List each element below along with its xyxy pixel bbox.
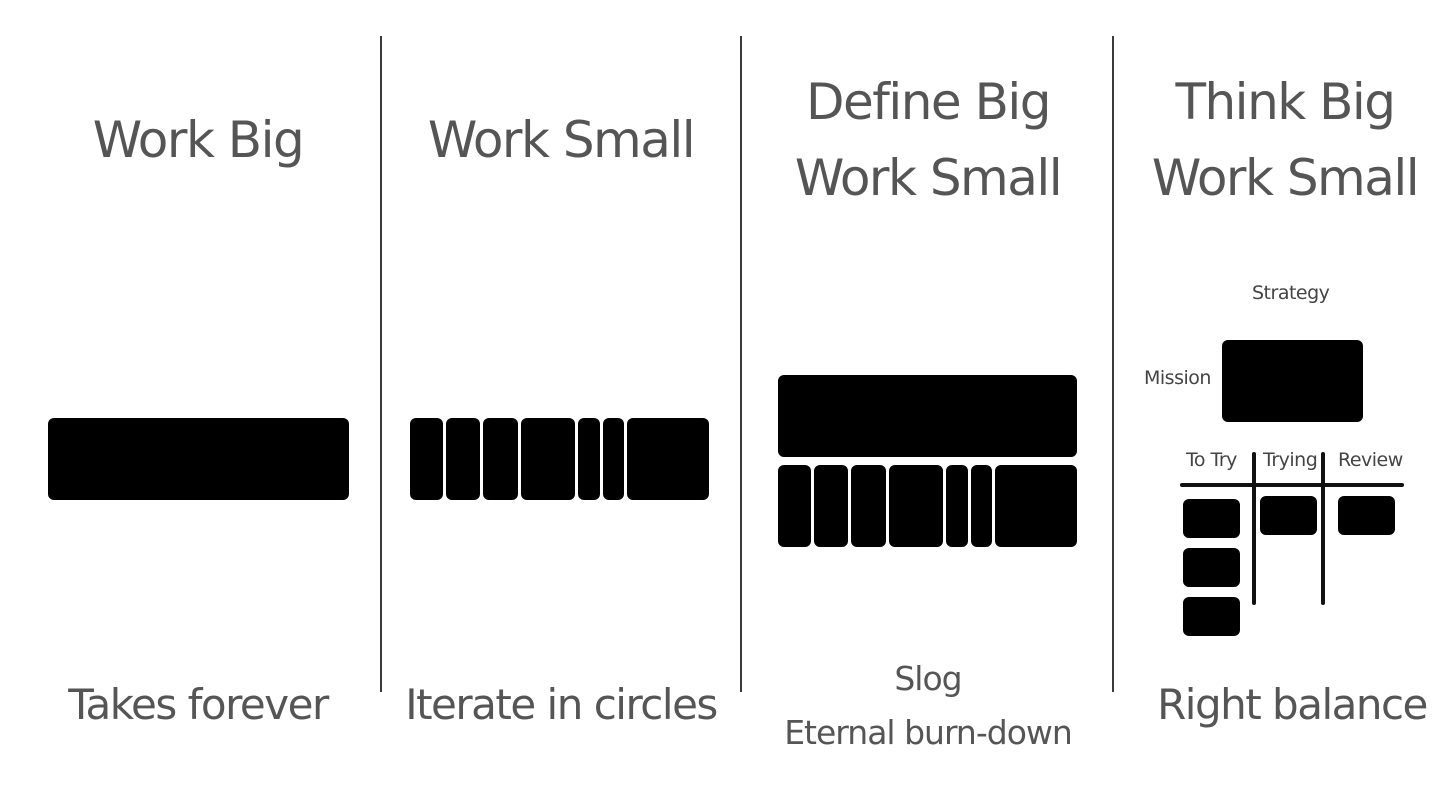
small-block xyxy=(578,418,600,500)
panel-title: Work Big xyxy=(0,102,396,178)
title-line: Define Big xyxy=(805,73,1052,131)
title-line: Work Small xyxy=(794,149,1063,207)
panel-caption: Slog Eternal burn-down xyxy=(742,652,1114,760)
small-block xyxy=(971,465,992,547)
small-block xyxy=(410,418,443,500)
board-column-divider xyxy=(1321,452,1325,605)
board-column-divider xyxy=(1252,452,1256,605)
panel-title: Think Big Work Small xyxy=(1114,64,1456,216)
title-line: Think Big xyxy=(1175,73,1396,131)
small-block xyxy=(946,465,968,547)
small-block xyxy=(603,418,624,500)
divider xyxy=(380,36,382,692)
small-block xyxy=(483,418,518,500)
panel-caption: Takes forever xyxy=(68,680,329,729)
small-block xyxy=(446,418,480,500)
small-block xyxy=(851,465,886,547)
strategy-label: Strategy xyxy=(1252,282,1330,304)
task-card xyxy=(1183,597,1240,636)
panel-caption: Iterate in circles xyxy=(405,680,718,729)
small-block xyxy=(521,418,575,500)
strategy-block xyxy=(1222,340,1363,422)
column-header-to-try: To Try xyxy=(1186,449,1237,471)
panel-title: Work Small xyxy=(382,102,740,178)
title-line: Work Small xyxy=(427,111,696,169)
column-header-review: Review xyxy=(1338,449,1403,471)
task-card xyxy=(1183,499,1240,538)
caption-line: Slog xyxy=(894,659,962,698)
definition-block xyxy=(778,375,1077,457)
title-line: Work Small xyxy=(1151,149,1420,207)
panel-work-big: Work Big Takes forever xyxy=(0,0,396,812)
task-card xyxy=(1183,548,1240,587)
panel-title: Define Big Work Small xyxy=(742,64,1114,216)
panel-think-big-work-small: Think Big Work Small Strategy Mission To… xyxy=(1114,0,1456,812)
small-block xyxy=(778,465,811,547)
caption-line: Eternal burn-down xyxy=(784,713,1073,752)
task-card xyxy=(1260,496,1317,535)
divider xyxy=(740,36,742,692)
single-large-block xyxy=(48,418,349,500)
mission-label: Mission xyxy=(1144,367,1211,389)
divider xyxy=(1112,36,1114,692)
small-block xyxy=(995,465,1077,547)
title-line: Work Big xyxy=(92,111,305,169)
column-header-trying: Trying xyxy=(1263,449,1318,471)
board-header-line xyxy=(1180,483,1404,487)
panel-caption: Right balance xyxy=(1157,680,1428,729)
task-card xyxy=(1338,496,1395,535)
panel-define-big-work-small: Define Big Work Small Slog Eternal burn-… xyxy=(742,0,1114,812)
small-block xyxy=(814,465,848,547)
panel-work-small: Work Small Iterate in circles xyxy=(382,0,740,812)
small-block xyxy=(627,418,709,500)
small-block xyxy=(889,465,943,547)
